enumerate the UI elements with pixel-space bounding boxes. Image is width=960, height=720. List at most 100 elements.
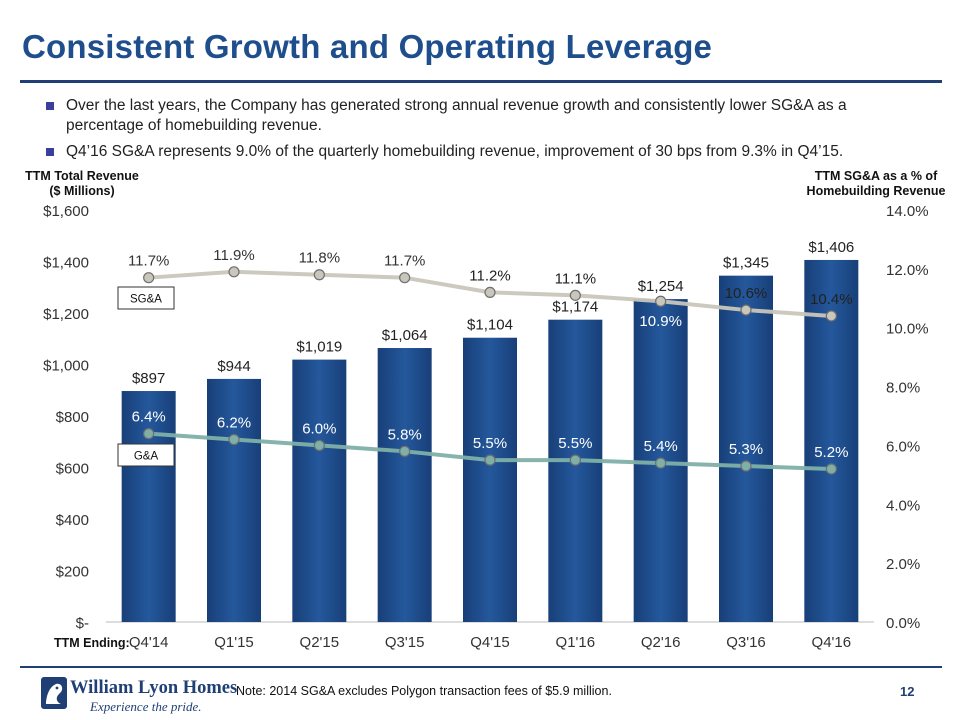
x-axis-tick-label: Q2'15 [300, 634, 340, 651]
left-axis-tick-label: $1,200 [43, 306, 89, 323]
sga-legend-box [117, 286, 175, 310]
ga-point [228, 433, 240, 446]
ga-legend-box-label: G&A [134, 451, 159, 463]
x-axis-tick-label: Q4'14 [129, 634, 169, 651]
bullet-square-icon [46, 102, 54, 110]
right-axis-caption-line: Homebuilding Revenue [806, 184, 946, 198]
sga-data-label: 11.2% [469, 267, 510, 284]
ga-point [143, 428, 155, 440]
x-axis-tick-label: Q2'16 [641, 634, 681, 651]
ga-data-label: 5.8% [388, 426, 422, 443]
sga-data-label: 11.7% [384, 253, 425, 270]
ga-data-label: 5.4% [644, 438, 678, 455]
sga-point [313, 269, 325, 281]
x-axis-tick-label: Q1'15 [214, 634, 254, 651]
bullet-text: Over the last years, the Company has gen… [66, 97, 847, 134]
ga-legend-box [117, 443, 175, 467]
left-axis-tick-label: $400 [56, 512, 89, 529]
right-axis-caption-line: TTM SG&A as a % of [814, 169, 938, 183]
ga-point [399, 445, 411, 457]
right-axis-tick-label: 6.0% [886, 438, 920, 455]
revenue-bar [207, 378, 261, 622]
sga-data-label: 10.9% [639, 313, 682, 330]
ga-data-label: 5.5% [473, 435, 507, 452]
x-axis-tick-label: Q4'16 [812, 634, 852, 651]
x-axis-tick-label: Q3'16 [726, 634, 766, 651]
left-axis-caption-line: TTM Total Revenue [25, 169, 139, 183]
ga-point [569, 454, 581, 466]
footer-divider [20, 666, 942, 668]
revenue-bar-label: $944 [217, 358, 250, 375]
revenue-bar-label: $1,064 [382, 327, 428, 344]
ga-data-label: 5.5% [558, 435, 592, 452]
bullet-list: Over the last years, the Company has gen… [44, 96, 924, 168]
ga-point [313, 439, 325, 452]
sga-data-label: 10.4% [810, 291, 853, 308]
revenue-bar-label: $1,345 [723, 255, 769, 272]
right-axis-tick-label: 12.0% [886, 262, 929, 279]
lion-crest-icon [41, 677, 67, 709]
revenue-bar [377, 348, 432, 622]
page-number: 12 [900, 684, 915, 699]
sga-data-label: 11.1% [555, 270, 596, 287]
sga-legend-box-label: SG&A [130, 294, 162, 306]
sga-point [569, 289, 581, 301]
left-axis-tick-label: $1,600 [43, 203, 89, 220]
bullet-item: Q4’16 SG&A represents 9.0% of the quarte… [44, 142, 924, 162]
left-axis-tick-label: $800 [56, 409, 89, 426]
sga-point [143, 272, 155, 284]
left-axis-caption-line: ($ Millions) [49, 184, 115, 198]
sga-point [825, 310, 837, 322]
sga-point [484, 286, 496, 298]
revenue-bar-label: $1,254 [638, 278, 684, 295]
ga-data-label: 5.2% [814, 444, 848, 461]
sga-point [655, 295, 667, 307]
sga-point [228, 266, 240, 278]
sga-data-label: 11.9% [213, 247, 254, 264]
right-axis-tick-label: 4.0% [886, 497, 920, 514]
revenue-bar [292, 359, 347, 622]
ga-data-label: 6.0% [302, 420, 336, 437]
x-axis-tick-label: Q4'15 [470, 634, 510, 651]
right-axis-tick-label: 0.0% [886, 615, 920, 632]
sga-point [740, 304, 752, 316]
footnote: Note: 2014 SG&A excludes Polygon transac… [236, 684, 612, 698]
left-axis-tick-label: $200 [56, 564, 89, 581]
page-title: Consistent Growth and Operating Leverage [22, 28, 713, 65]
left-axis-tick-label: $600 [56, 461, 89, 478]
sga-data-label: 11.7% [128, 253, 169, 270]
revenue-bar-label: $1,104 [467, 317, 513, 334]
right-axis-caption: TTM SG&A as a % of Homebuilding Revenue [796, 169, 956, 199]
revenue-bar-label: $1,019 [296, 339, 342, 356]
ga-point [484, 454, 496, 466]
right-axis-tick-label: 10.0% [886, 321, 929, 338]
title-divider [20, 80, 942, 83]
revenue-bar-label: $1,406 [808, 239, 854, 256]
ga-point [825, 463, 837, 475]
ga-point [740, 460, 752, 472]
right-axis-tick-label: 14.0% [886, 203, 929, 220]
sga-point [399, 272, 411, 284]
left-axis-tick-label: $- [76, 615, 89, 632]
left-axis-tick-label: $1,400 [43, 255, 89, 272]
x-axis-tick-label: Q1'16 [556, 634, 596, 651]
logo-company-name: William Lyon Homes [70, 678, 238, 698]
revenue-bar-label: $1,174 [552, 299, 598, 316]
left-axis-caption: TTM Total Revenue ($ Millions) [12, 169, 152, 199]
ga-data-label: 5.3% [729, 441, 763, 458]
x-axis-tick-label: Q3'15 [385, 634, 425, 651]
right-axis-tick-label: 8.0% [886, 380, 920, 397]
revenue-bar-label: $897 [132, 370, 165, 387]
ga-point [655, 457, 667, 469]
revenue-bar [463, 337, 517, 622]
sga-data-label: 10.6% [725, 285, 768, 302]
ttm-ending-label: TTM Ending: [54, 636, 130, 650]
logo-tagline: Experience the pride. [90, 699, 202, 714]
bullet-square-icon [46, 148, 54, 156]
revenue-bar [719, 275, 773, 622]
sga-data-label: 11.8% [299, 250, 340, 267]
company-logo: William Lyon Homes Experience the pride. [38, 672, 237, 716]
revenue-bar [548, 319, 603, 622]
ga-data-label: 6.4% [132, 409, 166, 426]
